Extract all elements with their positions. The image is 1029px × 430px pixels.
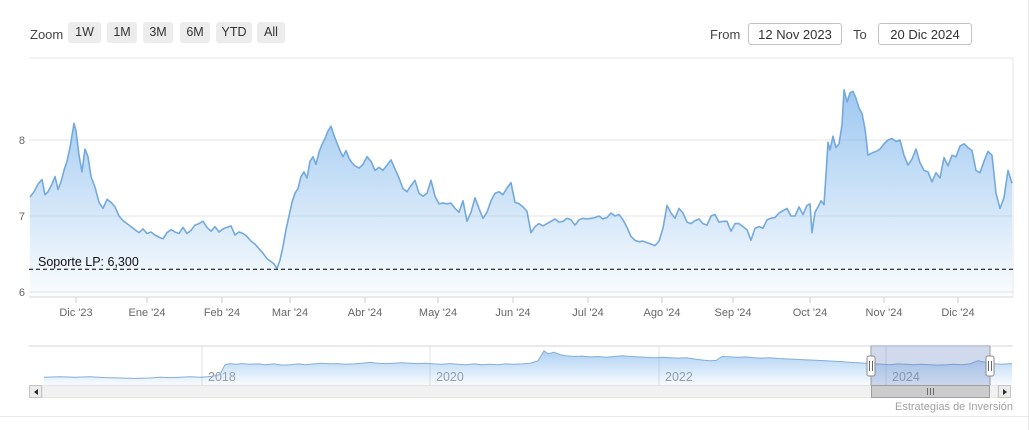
from-label: From bbox=[710, 27, 741, 42]
navigator-selection-mask[interactable] bbox=[871, 345, 990, 385]
zoom-button-3m[interactable]: 3M bbox=[143, 22, 173, 43]
navigator-handle-right[interactable] bbox=[985, 355, 995, 377]
x-axis-label: May '24 bbox=[419, 307, 457, 319]
x-axis-label: Mar '24 bbox=[272, 307, 308, 319]
x-axis-label: Abr '24 bbox=[348, 307, 383, 319]
y-axis-label: 7 bbox=[19, 211, 25, 223]
zoom-button-6m[interactable]: 6M bbox=[180, 22, 210, 43]
scrollbar-thumb[interactable] bbox=[871, 385, 990, 398]
area-series-fill bbox=[30, 89, 1012, 296]
y-axis-label: 6 bbox=[19, 287, 25, 299]
navigator-handle-left[interactable] bbox=[866, 355, 876, 377]
grip-icon bbox=[930, 388, 931, 395]
to-label: To bbox=[853, 27, 867, 42]
zoom-button-1m[interactable]: 1M bbox=[107, 22, 137, 43]
from-date-input[interactable] bbox=[748, 23, 842, 45]
scrollbar-right-arrow-button[interactable] bbox=[998, 385, 1011, 398]
y-axis-label: 8 bbox=[19, 135, 25, 147]
x-axis-label: Dic '24 bbox=[941, 307, 974, 319]
scrollbar-left-arrow-button[interactable] bbox=[29, 385, 42, 398]
zoom-label: Zoom bbox=[30, 27, 64, 42]
support-annotation-label: Soporte LP: 6,300 bbox=[38, 255, 139, 269]
x-axis-label: Feb '24 bbox=[204, 307, 240, 319]
arrow-left-icon bbox=[33, 388, 38, 395]
x-axis-label: Jul '24 bbox=[572, 307, 603, 319]
navigator-area-fill bbox=[44, 350, 1012, 385]
x-axis-label: Ene '24 bbox=[129, 307, 166, 319]
area-series-line bbox=[29, 89, 1013, 270]
to-date-input[interactable] bbox=[878, 23, 972, 45]
grip-icon bbox=[933, 388, 934, 395]
x-axis-label: Dic '23 bbox=[59, 307, 92, 319]
grip-icon bbox=[927, 388, 928, 395]
x-axis-label: Nov '24 bbox=[866, 307, 903, 319]
zoom-button-1w[interactable]: 1W bbox=[68, 22, 101, 43]
x-axis-label: Ago '24 bbox=[644, 307, 681, 319]
zoom-button-all[interactable]: All bbox=[257, 22, 285, 43]
arrow-right-icon bbox=[1002, 388, 1007, 395]
x-axis-label: Oct '24 bbox=[793, 307, 828, 319]
watermark-credits: Estrategias de Inversión bbox=[894, 401, 1013, 413]
x-axis-label: Jun '24 bbox=[495, 307, 530, 319]
zoom-button-ytd[interactable]: YTD bbox=[216, 22, 252, 43]
x-axis-label: Sep '24 bbox=[715, 307, 752, 319]
bottom-edge-divider bbox=[0, 416, 1029, 417]
scrollbar-track[interactable] bbox=[42, 385, 998, 398]
